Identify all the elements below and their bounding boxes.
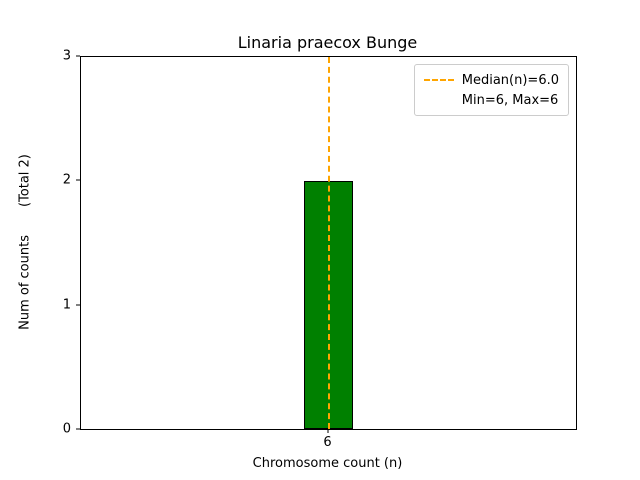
plot-area: Median(n)=6.0 Min=6, Max=6 [80, 56, 577, 430]
legend: Median(n)=6.0 Min=6, Max=6 [413, 64, 569, 116]
legend-entry-median: Median(n)=6.0 [423, 70, 559, 90]
y-tick-label: 2 [62, 172, 71, 188]
y-tick-label: 0 [62, 421, 71, 437]
x-tick-mark [327, 429, 328, 433]
median-line [327, 57, 330, 429]
y-tick-label: 1 [62, 297, 71, 313]
y-tick-mark [76, 55, 80, 57]
legend-label-median: Median(n)=6.0 [461, 72, 559, 88]
x-axis-label: Chromosome count (n) [252, 456, 403, 471]
y-tick-label: 3 [62, 48, 71, 64]
y-tick-mark [76, 428, 80, 430]
y-axis: 0 1 2 3 [0, 50, 80, 436]
legend-blank-sample [424, 99, 454, 101]
x-axis: 6 [80, 429, 575, 455]
y-tick-mark [76, 304, 80, 306]
chart-title: Linaria praecox Bunge [237, 33, 418, 52]
median-line-sample-icon [423, 79, 454, 81]
legend-entry-minmax: Min=6, Max=6 [424, 90, 559, 110]
y-tick-mark [76, 179, 80, 181]
x-tick-label: 6 [323, 435, 332, 450]
legend-label-minmax: Min=6, Max=6 [461, 92, 559, 108]
